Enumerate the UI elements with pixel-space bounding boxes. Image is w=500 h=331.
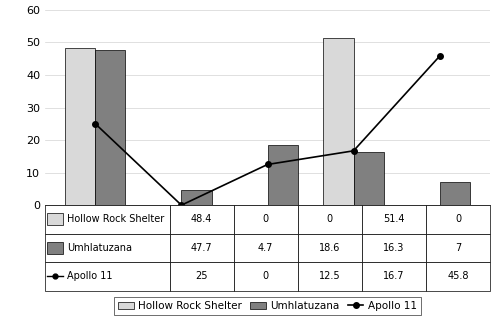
Bar xyxy=(268,145,298,205)
Text: 51.4: 51.4 xyxy=(383,214,404,224)
Bar xyxy=(47,213,63,225)
Text: Apollo 11: Apollo 11 xyxy=(67,271,113,281)
Text: 7: 7 xyxy=(455,243,461,253)
Bar xyxy=(440,182,470,205)
Bar xyxy=(47,242,63,254)
Text: Hollow Rock Shelter: Hollow Rock Shelter xyxy=(67,214,164,224)
Bar xyxy=(170,234,234,262)
Bar xyxy=(182,190,212,205)
Text: 4.7: 4.7 xyxy=(258,243,274,253)
Bar xyxy=(298,234,362,262)
Legend: Hollow Rock Shelter, Umhlatuzana, Apollo 11: Hollow Rock Shelter, Umhlatuzana, Apollo… xyxy=(114,297,421,315)
Bar xyxy=(96,50,126,205)
Text: 0: 0 xyxy=(262,271,269,281)
Bar xyxy=(45,234,170,262)
Text: 48.4: 48.4 xyxy=(191,214,212,224)
Bar xyxy=(362,262,426,291)
Text: 16.7: 16.7 xyxy=(383,271,404,281)
Bar xyxy=(170,262,234,291)
Bar xyxy=(354,152,384,205)
Text: 12.5: 12.5 xyxy=(319,271,340,281)
Bar xyxy=(234,262,298,291)
Text: 0: 0 xyxy=(326,214,333,224)
Bar xyxy=(45,205,170,234)
Bar xyxy=(362,234,426,262)
Bar xyxy=(426,234,490,262)
Text: 0: 0 xyxy=(455,214,461,224)
Bar xyxy=(234,205,298,234)
Bar xyxy=(426,205,490,234)
Text: 16.3: 16.3 xyxy=(383,243,404,253)
Bar xyxy=(298,205,362,234)
Text: Umhlatuzana: Umhlatuzana xyxy=(67,243,132,253)
Text: 18.6: 18.6 xyxy=(319,243,340,253)
Text: 0: 0 xyxy=(262,214,269,224)
Bar xyxy=(234,234,298,262)
Text: 47.7: 47.7 xyxy=(191,243,212,253)
Bar xyxy=(170,205,234,234)
Bar xyxy=(324,38,354,205)
Bar xyxy=(65,48,96,205)
Bar xyxy=(426,262,490,291)
Text: 45.8: 45.8 xyxy=(447,271,468,281)
Bar xyxy=(45,262,170,291)
Bar xyxy=(298,262,362,291)
Bar xyxy=(362,205,426,234)
Text: 25: 25 xyxy=(196,271,208,281)
